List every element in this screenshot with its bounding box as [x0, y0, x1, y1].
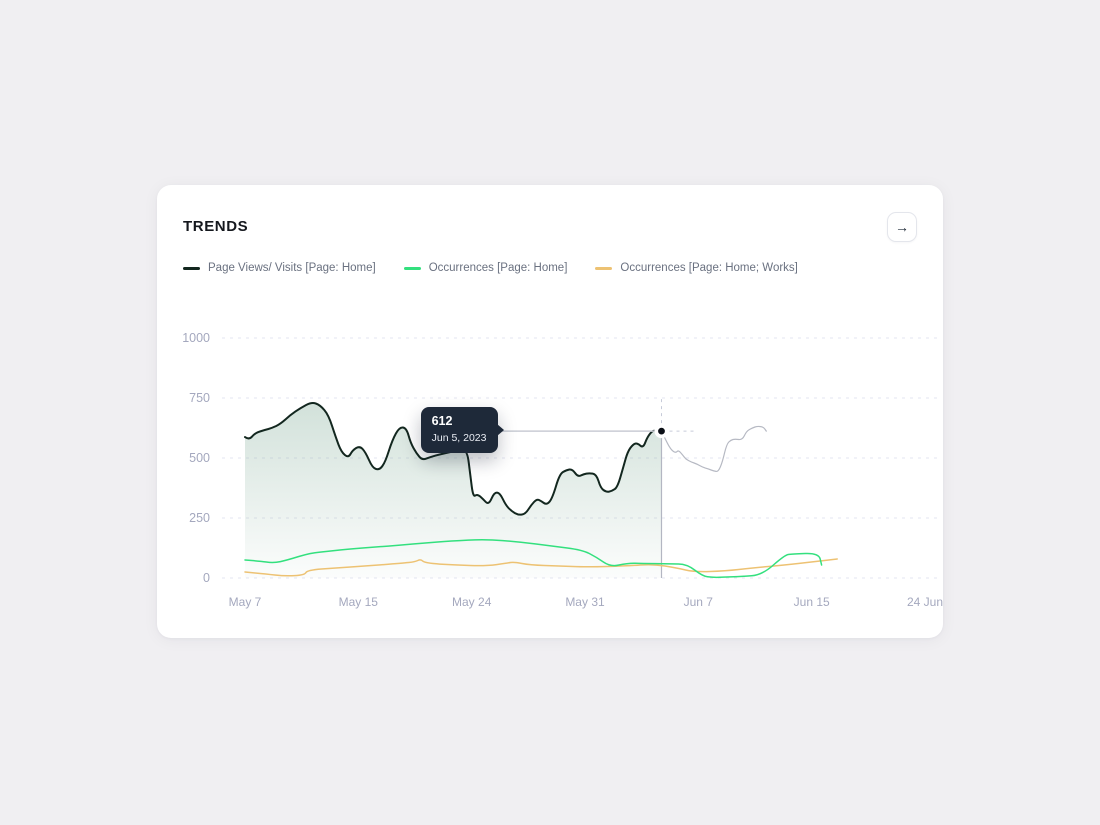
occurrences-home-works-swatch	[595, 266, 613, 270]
y-tick-label: 500	[189, 451, 210, 465]
x-tick-label: May 31	[565, 595, 605, 609]
occurrences-home-line	[244, 538, 823, 579]
x-tick-label: May 24	[452, 595, 492, 609]
hover-dot	[656, 426, 667, 436]
occurrences-home-works-line	[244, 558, 838, 577]
x-tick-label: May 7	[229, 595, 262, 609]
tooltip-date: Jun 5, 2023	[431, 431, 487, 444]
pageviews-after-line	[660, 425, 767, 473]
y-tick-label: 1000	[182, 331, 210, 345]
y-tick-label: 0	[203, 571, 210, 585]
y-tick-label: 250	[189, 511, 210, 525]
pageviews-area	[245, 403, 662, 578]
trends-card: TRENDS → Page Views/ Visits [Page: Home]…	[157, 185, 943, 638]
chart-legend: Page Views/ Visits [Page: Home] Occurren…	[183, 262, 798, 274]
legend-item-pageviews[interactable]: Page Views/ Visits [Page: Home]	[183, 262, 376, 274]
arrow-right-icon: →	[895, 218, 909, 235]
chart-tooltip: 612 Jun 5, 2023	[420, 407, 498, 454]
pageviews-swatch	[183, 266, 200, 270]
expand-button[interactable]: →	[887, 211, 917, 242]
page-title: TRENDS	[183, 218, 249, 235]
legend-item-occurrences-home-works[interactable]: Occurrences [Page: Home; Works]	[595, 262, 798, 274]
x-tick-label: Jun 7	[684, 595, 714, 609]
pageviews-line	[244, 402, 663, 516]
chart-canvas: 0 250 500 750 1000 May 7 May 15 May 24 May 31 Jun…	[182, 331, 943, 609]
occurrences-home-swatch	[403, 266, 421, 270]
trend-chart[interactable]: 0 250 500 750 1000 May 7 May 15 May 24 May 31 Jun…	[170, 325, 943, 625]
y-tick-label: 750	[189, 391, 210, 405]
card-header: TRENDS →	[183, 211, 917, 242]
legend-item-occurrences-home[interactable]: Occurrences [Page: Home]	[403, 262, 568, 274]
x-tick-label: May 15	[339, 595, 379, 609]
legend-label: Occurrences [Page: Home]	[428, 262, 568, 274]
tooltip-value: 612	[431, 414, 453, 429]
x-tick-label: Jun 15	[794, 595, 830, 609]
legend-label: Occurrences [Page: Home; Works]	[620, 262, 798, 274]
x-tick-label: 24 Jun	[907, 595, 943, 609]
legend-label: Page Views/ Visits [Page: Home]	[208, 262, 376, 274]
